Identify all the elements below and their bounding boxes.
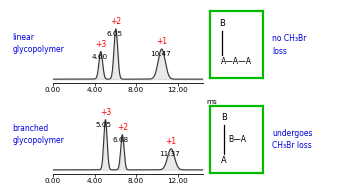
Text: 5.05: 5.05	[96, 122, 112, 128]
Text: +1: +1	[166, 137, 176, 146]
Text: no CH₃Br
loss: no CH₃Br loss	[272, 34, 306, 56]
Text: +2: +2	[110, 17, 121, 26]
Text: A: A	[221, 156, 226, 165]
Text: +3: +3	[95, 40, 106, 49]
Text: linear
glycopolymer: linear glycopolymer	[12, 33, 64, 54]
Text: 11.37: 11.37	[159, 151, 180, 157]
Text: +2: +2	[117, 123, 128, 132]
Text: +1: +1	[156, 37, 167, 46]
Text: branched
glycopolymer: branched glycopolymer	[12, 124, 64, 145]
Text: +3: +3	[100, 108, 111, 117]
Text: B: B	[219, 19, 225, 28]
Text: 6.05: 6.05	[106, 31, 122, 37]
Text: 6.68: 6.68	[113, 137, 129, 143]
Text: 4.60: 4.60	[91, 53, 107, 60]
Text: undergoes
CH₃Br loss: undergoes CH₃Br loss	[272, 129, 312, 150]
Text: ms: ms	[207, 99, 217, 105]
Text: B—A: B—A	[228, 135, 246, 144]
Text: 10.47: 10.47	[150, 51, 170, 57]
Text: A—A—A: A—A—A	[221, 57, 252, 66]
Text: B: B	[221, 113, 226, 122]
